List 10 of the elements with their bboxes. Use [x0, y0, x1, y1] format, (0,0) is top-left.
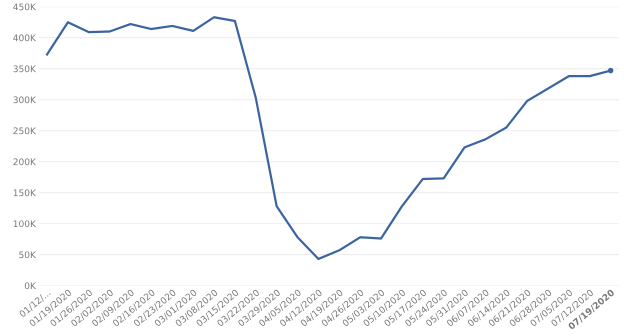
- y-tick-label: 300K: [13, 96, 36, 104]
- y-tick-label: 400K: [13, 34, 36, 42]
- y-tick-label: 250K: [13, 127, 36, 134]
- y-tick-label: 350K: [13, 65, 36, 72]
- y-tick-label: 450K: [13, 3, 36, 10]
- y-tick-label: 150K: [14, 189, 36, 196]
- y-tick-label: 200K: [13, 158, 36, 166]
- y-tick-label: 0K: [24, 282, 36, 290]
- y-tick-label: 100K: [14, 220, 36, 228]
- y-tick-label: 50K: [19, 251, 36, 258]
